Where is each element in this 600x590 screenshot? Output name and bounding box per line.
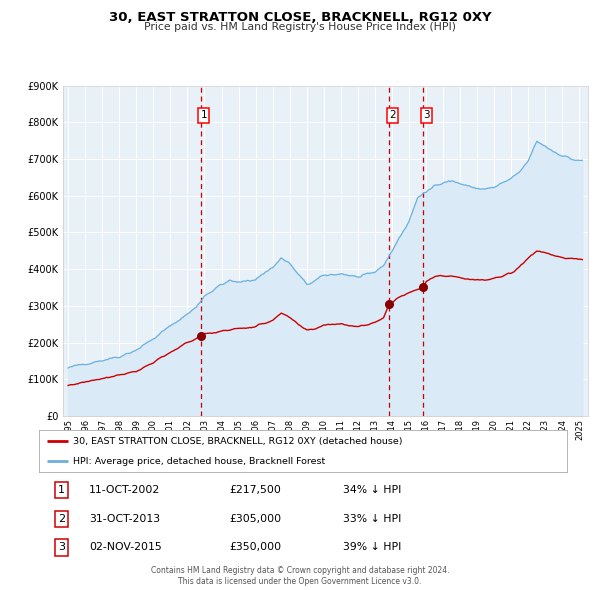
Text: 3: 3: [423, 110, 430, 120]
Text: £350,000: £350,000: [229, 542, 281, 552]
Text: 11-OCT-2002: 11-OCT-2002: [89, 486, 160, 496]
Text: 3: 3: [58, 542, 65, 552]
Text: Price paid vs. HM Land Registry's House Price Index (HPI): Price paid vs. HM Land Registry's House …: [144, 22, 456, 32]
Text: 1: 1: [200, 110, 207, 120]
Text: 2: 2: [58, 514, 65, 524]
Text: 30, EAST STRATTON CLOSE, BRACKNELL, RG12 0XY (detached house): 30, EAST STRATTON CLOSE, BRACKNELL, RG12…: [73, 437, 403, 446]
Text: Contains HM Land Registry data © Crown copyright and database right 2024.: Contains HM Land Registry data © Crown c…: [151, 566, 449, 575]
Text: 31-OCT-2013: 31-OCT-2013: [89, 514, 160, 524]
Text: 2: 2: [389, 110, 395, 120]
Text: 34% ↓ HPI: 34% ↓ HPI: [343, 486, 401, 496]
Text: This data is licensed under the Open Government Licence v3.0.: This data is licensed under the Open Gov…: [178, 577, 422, 586]
Text: £217,500: £217,500: [229, 486, 281, 496]
Text: 1: 1: [58, 486, 65, 496]
Text: £305,000: £305,000: [229, 514, 281, 524]
Text: 30, EAST STRATTON CLOSE, BRACKNELL, RG12 0XY: 30, EAST STRATTON CLOSE, BRACKNELL, RG12…: [109, 11, 491, 24]
Text: 33% ↓ HPI: 33% ↓ HPI: [343, 514, 401, 524]
Text: HPI: Average price, detached house, Bracknell Forest: HPI: Average price, detached house, Brac…: [73, 457, 326, 466]
Text: 39% ↓ HPI: 39% ↓ HPI: [343, 542, 401, 552]
Text: 02-NOV-2015: 02-NOV-2015: [89, 542, 162, 552]
